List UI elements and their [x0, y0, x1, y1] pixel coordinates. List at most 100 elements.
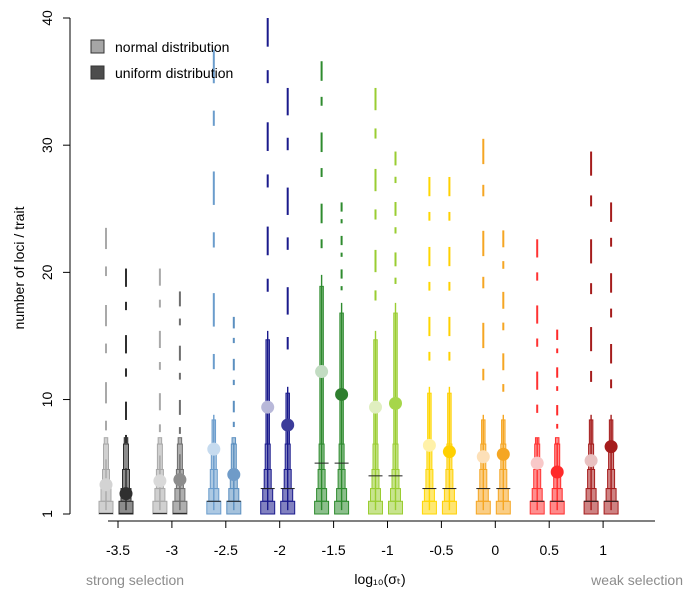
group-8-normal-density-1 — [531, 488, 543, 502]
group-2-uniform-density-4 — [231, 437, 237, 445]
group-6-uniform-density-0 — [441, 500, 457, 515]
group-2-uniform-mean-point — [227, 468, 241, 482]
group-7 — [475, 138, 511, 515]
legend-label-uniform: uniform distribution — [115, 65, 233, 81]
group-4-uniform-density-3 — [338, 443, 345, 470]
group-7-normal-density-2 — [479, 468, 488, 490]
group-9-normal-mean-point — [584, 454, 598, 468]
group-3-uniform-density-2 — [283, 468, 292, 490]
group-9-uniform-density-1 — [605, 488, 617, 502]
group-0-normal-density-3 — [103, 443, 109, 470]
group-6-uniform-density-4 — [447, 392, 452, 445]
group-2 — [206, 49, 242, 515]
weak-selection-note: weak selection — [590, 572, 683, 588]
plot-marks — [98, 18, 619, 515]
group-8-normal-density-2 — [533, 468, 542, 490]
x-tick-label-6: -0.5 — [429, 542, 453, 558]
legend-label-normal: normal distribution — [115, 39, 229, 55]
group-9-uniform-density-2 — [607, 468, 616, 490]
group-7-uniform-mean-point — [496, 447, 510, 461]
group-3-normal-density-0 — [260, 500, 276, 515]
group-8-uniform-density-1 — [551, 488, 563, 502]
group-9-uniform-density-0 — [603, 500, 619, 515]
group-3-uniform-density-3 — [284, 443, 291, 470]
group-1-normal-density-1 — [154, 488, 166, 502]
group-4-uniform-density-2 — [337, 468, 346, 490]
group-9-normal-density-2 — [587, 468, 596, 490]
x-tick-label-7: 0 — [491, 542, 499, 558]
x-tick-label-4: -1.5 — [322, 542, 346, 558]
group-5-normal-density-0 — [368, 500, 383, 515]
group-4-normal-density-3 — [318, 443, 325, 470]
y-axis: 1 10 20 30 40 — [39, 10, 71, 518]
group-8-uniform-density-0 — [549, 500, 565, 515]
strong-selection-note: strong selection — [86, 572, 184, 588]
y-tick-label-0: 1 — [39, 510, 55, 518]
group-7-uniform-density-4 — [501, 419, 506, 445]
group-7-normal-density-4 — [481, 419, 486, 445]
group-6-normal-density-1 — [423, 488, 435, 502]
x-tick-label-0: -3.5 — [106, 542, 130, 558]
group-1 — [152, 268, 188, 515]
group-3-uniform-mean-point — [281, 418, 295, 432]
legend-swatch-uniform — [90, 65, 105, 80]
y-tick-label-3: 30 — [39, 137, 55, 153]
group-7-normal-density-0 — [475, 500, 491, 515]
group-7-normal-mean-point — [476, 450, 490, 464]
group-5-uniform-density-0 — [388, 500, 403, 515]
group-6 — [421, 176, 457, 515]
x-tick-label-5: -1 — [381, 542, 394, 558]
group-6-uniform-density-2 — [445, 468, 454, 490]
group-0 — [98, 227, 134, 515]
group-9-normal-density-1 — [585, 488, 597, 502]
group-8-uniform-density-4 — [554, 437, 560, 445]
group-7-uniform-density-0 — [495, 500, 511, 515]
group-1-normal-density-4 — [157, 437, 163, 445]
group-5-uniform-density-3 — [392, 443, 399, 470]
group-4-uniform-density-0 — [334, 500, 350, 515]
group-6-uniform-mean-point — [442, 445, 456, 459]
group-8-normal-mean-point — [530, 456, 544, 470]
x-axis-title: log₁₀(σₜ) — [354, 571, 405, 587]
group-6-uniform-density-1 — [443, 488, 455, 502]
group-0-uniform-mean-point — [119, 487, 133, 501]
group-2-uniform-density-0 — [226, 500, 242, 515]
group-9 — [583, 151, 619, 515]
group-6-normal-density-0 — [421, 500, 437, 515]
group-5-normal-mean-point — [369, 400, 382, 414]
group-5-uniform-mean-point — [389, 396, 402, 410]
group-9-normal-density-4 — [588, 419, 594, 445]
group-3-normal-density-2 — [263, 468, 272, 490]
group-1-uniform-density-3 — [176, 443, 183, 470]
group-0-normal-density-4 — [103, 437, 109, 445]
group-1-normal-density-0 — [152, 500, 168, 515]
group-0-uniform-density-2 — [122, 468, 130, 490]
group-5-normal-density-2 — [371, 468, 380, 490]
group-5 — [368, 87, 403, 515]
legend: normal distribution uniform distribution — [90, 39, 233, 81]
group-7-uniform-density-1 — [497, 488, 509, 502]
group-1-uniform-density-4 — [177, 437, 183, 445]
group-3-normal-density-4 — [265, 339, 270, 445]
group-7-uniform-density-2 — [499, 468, 508, 490]
group-6-normal-density-4 — [427, 392, 432, 445]
group-8 — [529, 239, 565, 515]
x-tick-label-1: -3 — [166, 542, 179, 558]
x-tick-label-9: 1 — [599, 542, 607, 558]
group-1-normal-mean-point — [153, 474, 167, 488]
group-0-uniform-density-0 — [118, 500, 134, 515]
group-4-uniform-density-4 — [339, 312, 344, 445]
group-2-normal-density-0 — [206, 500, 222, 515]
group-1-uniform-density-0 — [172, 500, 188, 515]
group-4-uniform-mean-point — [335, 387, 349, 401]
group-4-normal-density-0 — [314, 500, 330, 515]
group-0-normal-density-0 — [98, 500, 114, 515]
group-3 — [260, 18, 296, 515]
group-3-uniform-density-1 — [282, 488, 294, 502]
group-4-normal-mean-point — [315, 365, 329, 379]
x-axis: -3.5 -3 -2.5 -2 -1.5 -1 -0.5 0 0.5 1 — [106, 520, 655, 558]
group-2-normal-density-2 — [209, 468, 218, 490]
group-0-normal-mean-point — [99, 478, 113, 492]
group-8-normal-density-0 — [529, 500, 545, 515]
